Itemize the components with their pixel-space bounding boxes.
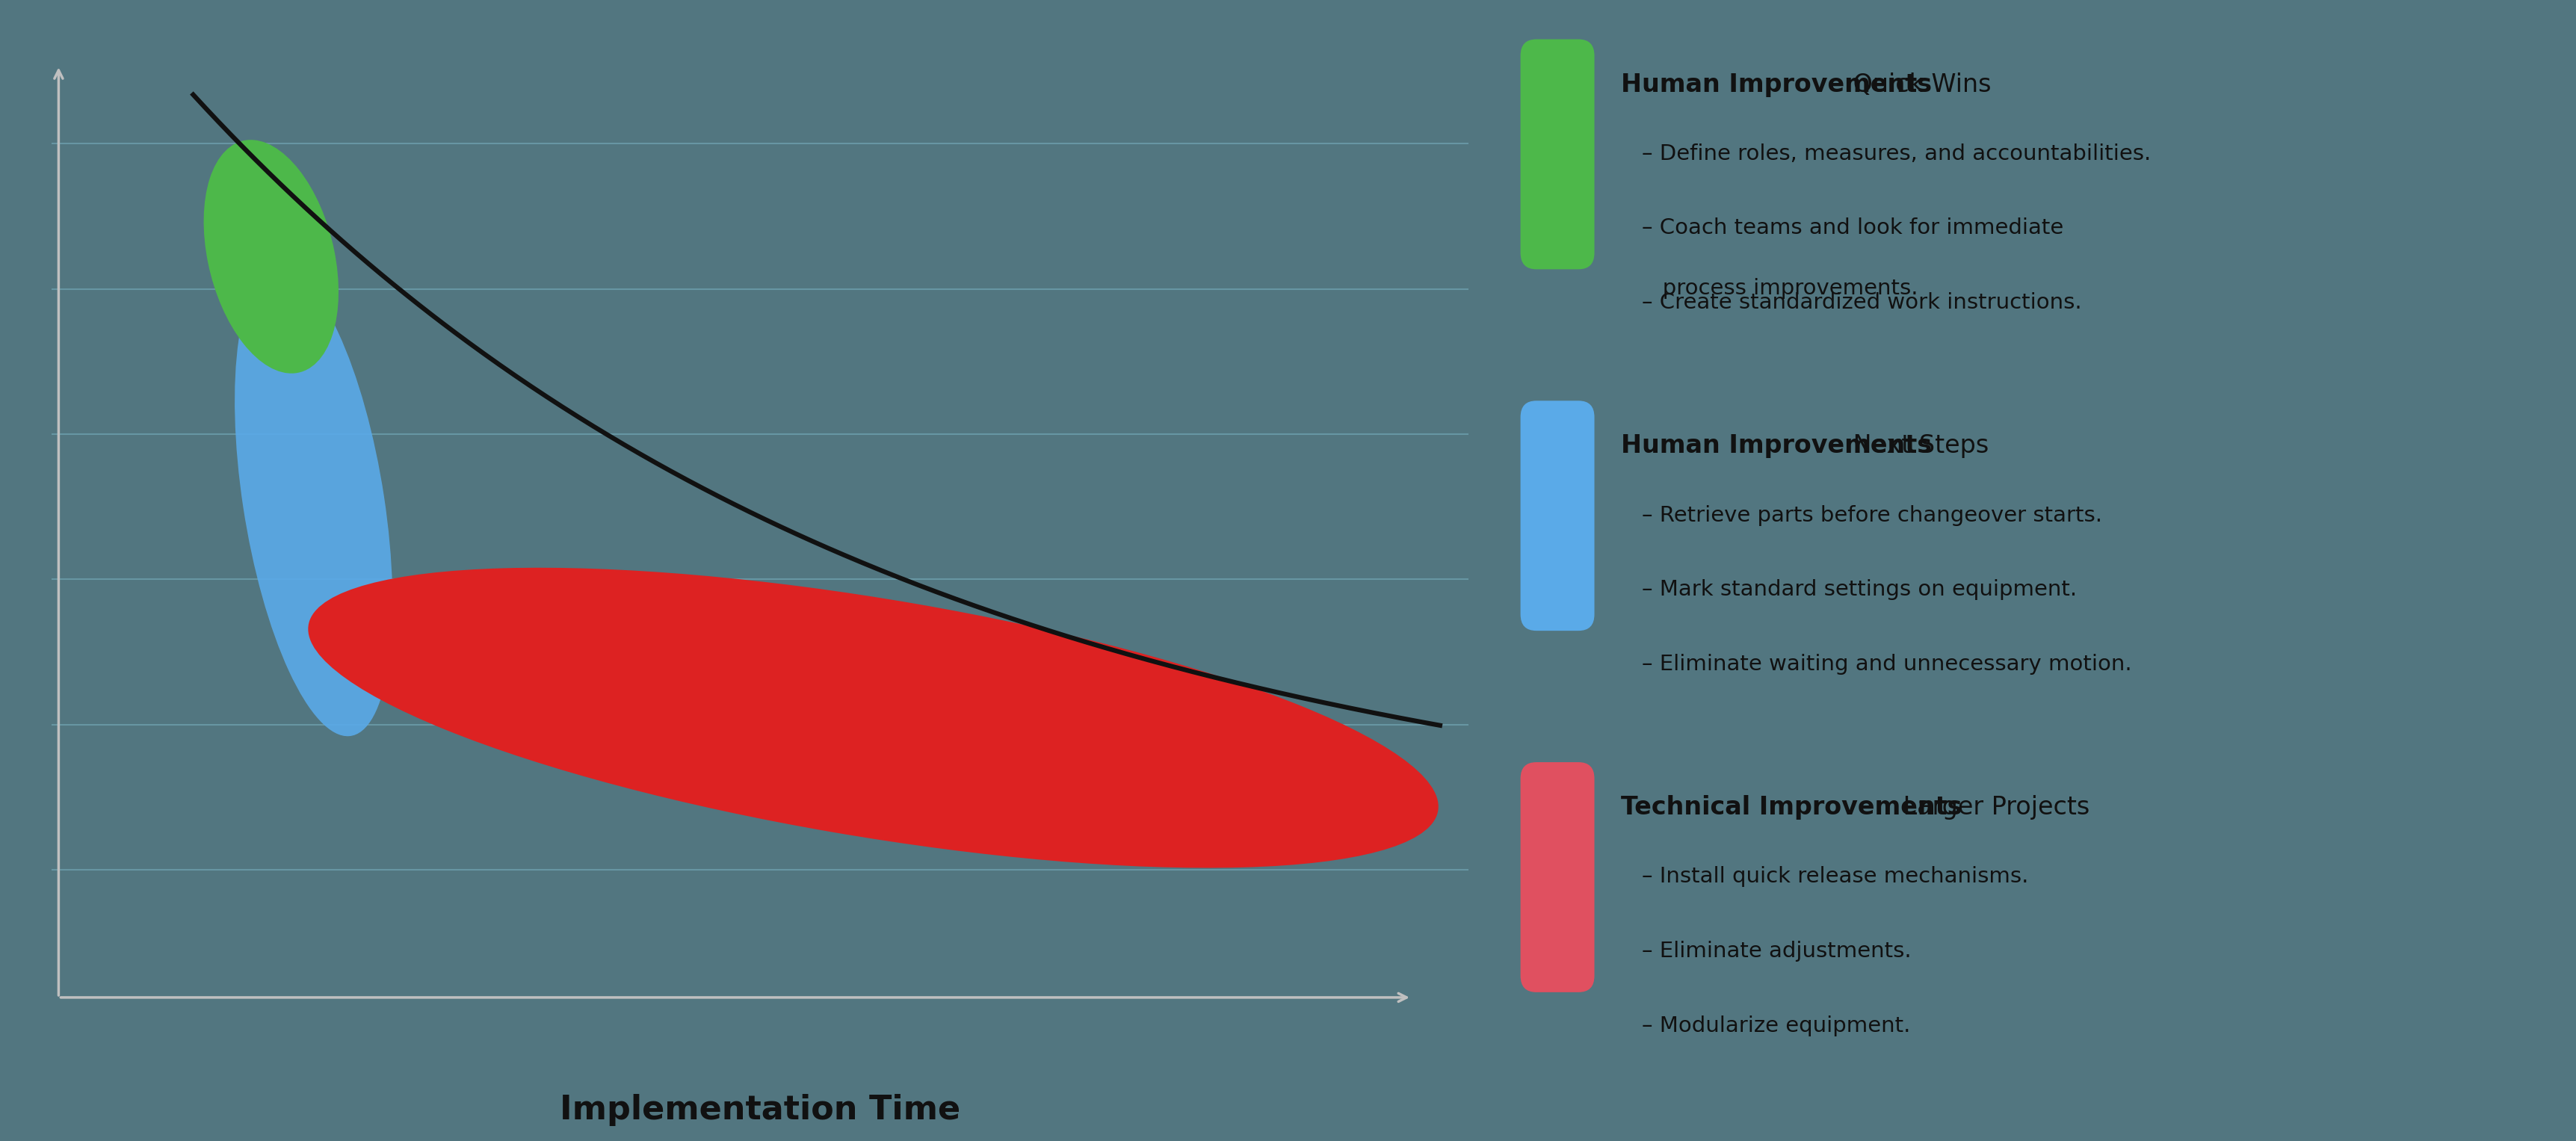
Text: – Install quick release mechanisms.: – Install quick release mechanisms. <box>1641 866 2027 888</box>
Text: Implementation Time: Implementation Time <box>559 1094 961 1126</box>
FancyBboxPatch shape <box>1520 400 1595 631</box>
Text: Human Improvements: Human Improvements <box>1620 72 1932 97</box>
Text: – Retrieve parts before changeover starts.: – Retrieve parts before changeover start… <box>1641 504 2102 526</box>
Text: Human Improvements: Human Improvements <box>1620 434 1932 459</box>
Text: – Eliminate waiting and unnecessary motion.: – Eliminate waiting and unnecessary moti… <box>1641 654 2133 674</box>
Text: – Eliminate adjustments.: – Eliminate adjustments. <box>1641 940 1911 962</box>
Text: Larger Projects: Larger Projects <box>1896 795 2089 819</box>
Ellipse shape <box>204 140 337 373</box>
Text: – Define roles, measures, and accountabilities.: – Define roles, measures, and accountabi… <box>1641 144 2151 164</box>
Text: Quick Wins: Quick Wins <box>1844 72 1991 97</box>
Text: – Mark standard settings on equipment.: – Mark standard settings on equipment. <box>1641 580 2076 600</box>
FancyBboxPatch shape <box>1520 39 1595 269</box>
Text: – Modularize equipment.: – Modularize equipment. <box>1641 1015 1911 1036</box>
Text: Next Steps: Next Steps <box>1844 434 1989 459</box>
Ellipse shape <box>309 568 1437 868</box>
Ellipse shape <box>234 268 392 736</box>
Text: – Coach teams and look for immediate: – Coach teams and look for immediate <box>1641 218 2063 238</box>
FancyBboxPatch shape <box>1520 762 1595 993</box>
Text: Technical Improvements: Technical Improvements <box>1620 795 1963 819</box>
Text: process improvements.: process improvements. <box>1641 278 1919 299</box>
Text: – Create standardized work instructions.: – Create standardized work instructions. <box>1641 292 2081 313</box>
